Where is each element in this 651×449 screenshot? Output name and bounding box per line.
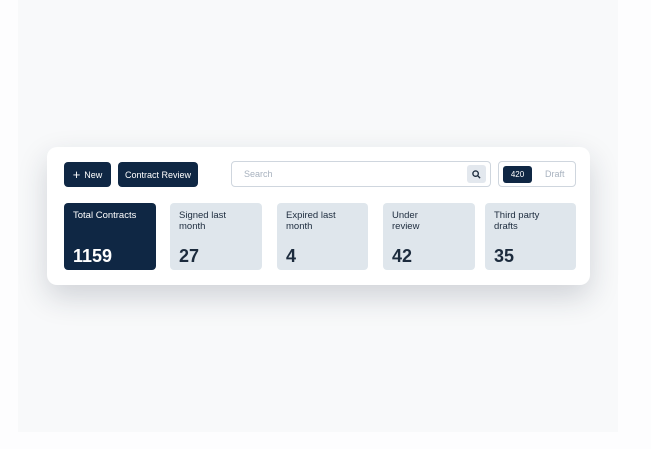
search-button[interactable]	[467, 165, 486, 183]
contracts-summary-card: + New Contract Review Search 420 Draft T…	[47, 147, 590, 285]
new-button[interactable]: + New	[64, 162, 111, 187]
view-toggle[interactable]: 420 Draft	[498, 161, 576, 187]
search-input[interactable]: Search	[231, 161, 491, 187]
plus-icon: +	[72, 167, 81, 182]
stat-card-third-party[interactable]: Third party drafts 35	[485, 203, 576, 270]
toggle-draft-option[interactable]: Draft	[545, 169, 565, 179]
toggle-count-option[interactable]: 420	[503, 166, 532, 183]
stat-card-under-review[interactable]: Under review 42	[383, 203, 475, 270]
stat-card-total[interactable]: Total Contracts 1159	[64, 203, 156, 270]
contract-review-button[interactable]: Contract Review	[118, 162, 198, 187]
search-icon	[472, 169, 481, 179]
stat-card-signed[interactable]: Signed last month 27	[170, 203, 262, 270]
stat-card-expired[interactable]: Expired last month 4	[277, 203, 368, 270]
